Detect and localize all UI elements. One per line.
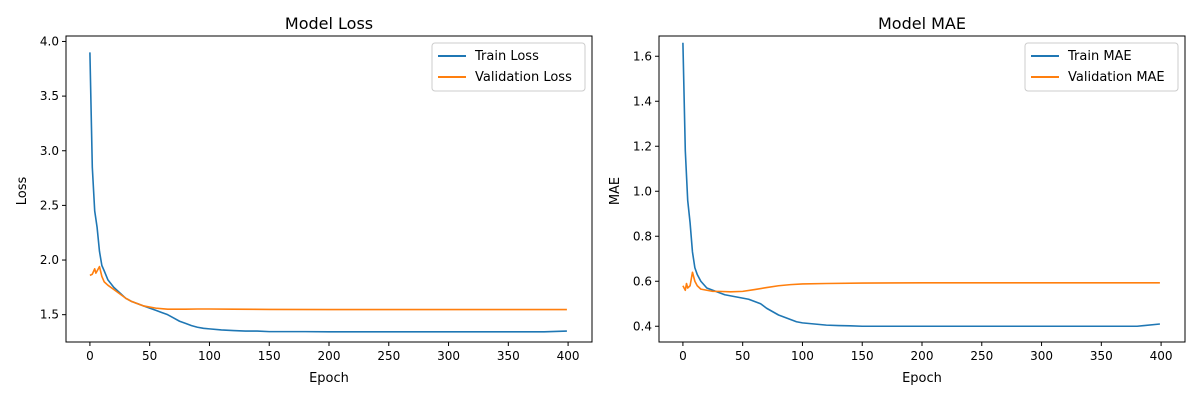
mae-x-tick-label: 150 bbox=[851, 349, 874, 363]
mae-series-line-train bbox=[682, 42, 1160, 328]
loss-legend-box bbox=[431, 42, 586, 92]
loss-y-tick-label: 4.0 bbox=[40, 34, 59, 48]
mae-series-line-validation bbox=[682, 271, 1160, 293]
mae-legend: Train MAE Validation MAE bbox=[1024, 42, 1179, 92]
loss-x-tick-label: 150 bbox=[258, 349, 281, 363]
loss-y-tick-label: 2.0 bbox=[40, 253, 59, 267]
loss-series-line-validation bbox=[89, 265, 567, 311]
loss-series-lines bbox=[89, 52, 567, 333]
mae-x-tick-label: 350 bbox=[1090, 349, 1113, 363]
loss-legend-label-validation: Validation Loss bbox=[475, 70, 572, 85]
mae-y-tick-label: 0.6 bbox=[633, 274, 652, 288]
mae-plot-area: 0 50 100 150 200 250 300 350 400 0.4 0.6 0.8 1.0 1.2… bbox=[633, 35, 1186, 363]
mae-series-lines bbox=[682, 42, 1160, 328]
loss-chart: Model Loss 0 50 100 150 200 250 300 350 400 1.5 2… bbox=[15, 14, 593, 386]
mae-y-ticks: 0.4 0.6 0.8 1.0 1.2 1.4 1.6 bbox=[633, 49, 659, 333]
mae-y-axis-label: MAE bbox=[608, 177, 623, 205]
mae-legend-label-validation: Validation MAE bbox=[1068, 70, 1165, 85]
mae-y-tick-label: 0.4 bbox=[633, 319, 652, 333]
mae-y-tick-label: 0.8 bbox=[633, 229, 652, 243]
mae-x-tick-label: 100 bbox=[791, 349, 814, 363]
mae-x-tick-label: 50 bbox=[735, 349, 750, 363]
mae-x-axis-label: Epoch bbox=[902, 371, 942, 386]
loss-x-tick-label: 50 bbox=[142, 349, 157, 363]
mae-x-tick-label: 0 bbox=[679, 349, 687, 363]
loss-x-tick-label: 100 bbox=[198, 349, 221, 363]
loss-y-tick-label: 3.0 bbox=[40, 144, 59, 158]
loss-y-tick-label: 3.5 bbox=[40, 89, 59, 103]
mae-y-tick-label: 1.4 bbox=[633, 94, 652, 108]
loss-legend-label-train: Train Loss bbox=[474, 49, 539, 64]
mae-x-tick-label: 250 bbox=[970, 349, 993, 363]
mae-y-tick-label: 1.0 bbox=[633, 184, 652, 198]
mae-x-tick-label: 300 bbox=[1030, 349, 1053, 363]
mae-legend-label-train: Train MAE bbox=[1067, 49, 1132, 64]
loss-y-ticks: 1.5 2.0 2.5 3.0 3.5 4.0 bbox=[40, 34, 66, 322]
loss-legend: Train Loss Validation Loss bbox=[431, 42, 586, 92]
mae-chart-title: Model MAE bbox=[878, 14, 966, 33]
loss-x-axis-label: Epoch bbox=[309, 371, 349, 386]
loss-x-ticks: 0 50 100 150 200 250 300 350 400 bbox=[86, 342, 580, 363]
loss-x-tick-label: 300 bbox=[437, 349, 460, 363]
mae-x-tick-label: 400 bbox=[1150, 349, 1173, 363]
loss-x-tick-label: 400 bbox=[557, 349, 580, 363]
mae-chart: Model MAE 0 50 100 150 200 250 300 350 400 0.40.… bbox=[608, 14, 1186, 386]
loss-series-line-train bbox=[89, 52, 567, 333]
loss-x-tick-label: 0 bbox=[86, 349, 94, 363]
mae-legend-box bbox=[1024, 42, 1179, 92]
loss-x-tick-label: 250 bbox=[377, 349, 400, 363]
loss-x-tick-label: 350 bbox=[497, 349, 520, 363]
mae-y-tick-label: 1.2 bbox=[633, 139, 652, 153]
loss-y-tick-label: 2.5 bbox=[40, 198, 59, 212]
loss-y-tick-label: 1.5 bbox=[40, 308, 59, 322]
loss-y-axis-label: Loss bbox=[15, 177, 30, 206]
loss-x-tick-label: 200 bbox=[318, 349, 341, 363]
mae-x-tick-label: 200 bbox=[911, 349, 934, 363]
loss-plot-area: 0 50 100 150 200 250 300 350 400 1.5 2.0 2.5 3.0 3.5… bbox=[40, 34, 593, 363]
mae-x-ticks: 0 50 100 150 200 250 300 350 400 bbox=[679, 342, 1173, 363]
loss-chart-title: Model Loss bbox=[285, 14, 373, 33]
mae-y-tick-label: 1.6 bbox=[633, 49, 652, 63]
